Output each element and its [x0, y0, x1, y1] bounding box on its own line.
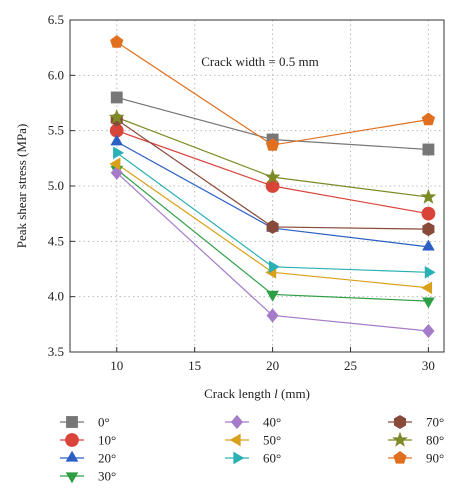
data-point-series-2 — [422, 239, 435, 251]
data-point-series-7 — [266, 219, 279, 234]
legend-marker-3 — [65, 472, 79, 484]
legend-label-6: 60° — [263, 451, 281, 466]
x-axis-label-prefix: Crack length — [204, 386, 274, 401]
x-axis-label-suffix: (mm) — [278, 386, 310, 401]
legend-marker-0 — [66, 416, 78, 428]
legend: 0° 10° 20° 30° 40° 50° 60° 70° 80° 90° — [60, 415, 444, 484]
data-point-series-6 — [113, 146, 125, 160]
legend-marker-5 — [229, 433, 241, 447]
data-point-series-2 — [110, 134, 124, 146]
data-point-series-4 — [266, 308, 279, 323]
x-tick-label: 25 — [344, 358, 357, 373]
y-tick-label: 5.5 — [48, 123, 64, 138]
data-point-series-9 — [265, 138, 280, 151]
y-tick-label: 5.0 — [48, 178, 64, 193]
legend-label-0: 0° — [98, 415, 110, 430]
grid-lines — [70, 19, 444, 353]
data-point-series-0 — [110, 91, 123, 104]
x-tick-label: 15 — [188, 358, 201, 373]
legend-marker-1 — [65, 433, 79, 447]
legend-label-1: 10° — [98, 433, 116, 448]
x-tick-label: 10 — [110, 358, 123, 373]
x-tick-label: 20 — [266, 358, 279, 373]
data-point-series-8 — [264, 168, 281, 184]
data-point-series-7 — [422, 222, 435, 237]
axis-ticks: 10 15 20 25 30 3.5 4.0 4.5 5.0 5.5 6.0 6.5 — [48, 12, 435, 373]
data-point-series-9 — [421, 112, 436, 126]
data-point-series-5 — [421, 281, 433, 295]
x-axis-label: Crack length l (mm) — [204, 386, 310, 401]
y-axis-label: Peak shear stress (MPa) — [14, 124, 29, 249]
data-point-series-3 — [422, 297, 435, 309]
y-tick-label: 4.0 — [48, 289, 64, 304]
legend-marker-9 — [393, 451, 407, 464]
legend-label-9: 90° — [426, 451, 444, 466]
data-point-series-9 — [110, 35, 124, 48]
series-markers — [108, 35, 437, 339]
legend-marker-4 — [230, 414, 244, 430]
data-point-series-1 — [421, 206, 436, 221]
data-point-series-8 — [108, 109, 125, 125]
data-point-series-6 — [424, 265, 436, 279]
data-point-series-8 — [420, 188, 437, 204]
x-axis-label-var: l — [274, 386, 278, 401]
y-tick-label: 6.5 — [48, 12, 64, 27]
legend-label-8: 80° — [426, 433, 444, 448]
data-point-series-5 — [109, 157, 121, 171]
legend-marker-8 — [392, 431, 408, 447]
legend-label-5: 50° — [263, 433, 281, 448]
plot-frame — [69, 19, 445, 353]
annotation-crack-width: Crack width = 0.5 mm — [201, 54, 318, 69]
legend-label-4: 40° — [263, 415, 281, 430]
y-tick-label: 4.5 — [48, 233, 64, 248]
legend-label-3: 30° — [98, 469, 116, 484]
data-point-series-4 — [422, 323, 435, 339]
legend-label-7: 70° — [426, 415, 444, 430]
data-point-series-3 — [266, 290, 279, 302]
x-tick-label: 30 — [422, 358, 435, 373]
data-point-series-6 — [268, 260, 280, 274]
legend-marker-6 — [233, 451, 245, 465]
legend-marker-7 — [393, 415, 407, 429]
y-tick-label: 6.0 — [48, 67, 64, 82]
y-tick-label: 3.5 — [48, 344, 64, 359]
legend-marker-2 — [65, 450, 79, 462]
data-point-series-1 — [265, 179, 280, 193]
legend-label-2: 20° — [98, 451, 116, 466]
data-point-series-0 — [422, 143, 435, 156]
